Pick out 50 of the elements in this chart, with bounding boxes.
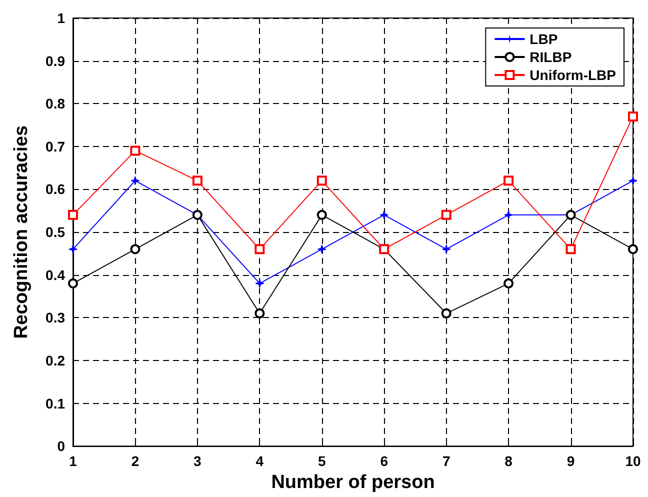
y-tick-label: 0.8 xyxy=(46,96,66,112)
x-tick-label: 9 xyxy=(566,453,575,470)
point xyxy=(130,146,140,156)
point xyxy=(504,278,514,288)
point xyxy=(130,176,140,186)
legend-label: Uniform-LBP xyxy=(530,67,616,83)
point xyxy=(442,244,451,254)
point xyxy=(254,244,265,254)
x-tick-label: 2 xyxy=(131,453,140,470)
point xyxy=(566,244,576,254)
legend-label: LBP xyxy=(530,31,558,47)
y-tick-label: 1 xyxy=(57,10,66,26)
legend-label: RILBP xyxy=(530,49,572,65)
point xyxy=(628,111,638,122)
x-tick-label: 3 xyxy=(194,453,202,470)
point xyxy=(317,244,326,254)
x-tick-label: 1 xyxy=(69,453,78,470)
x-tick-label: 6 xyxy=(380,453,388,470)
point xyxy=(130,244,140,254)
y-tick-label: 0.1 xyxy=(46,395,66,412)
point xyxy=(68,210,78,220)
point xyxy=(68,278,78,288)
point xyxy=(255,278,264,288)
x-axis-title: Number of person xyxy=(271,472,435,493)
point xyxy=(254,308,265,318)
x-tick-label: 10 xyxy=(625,453,641,470)
y-tick-label: 0.6 xyxy=(46,181,66,198)
y-tick-label: 0.9 xyxy=(46,52,66,69)
y-tick-label: 0.3 xyxy=(46,310,66,326)
y-tick-label: 0.4 xyxy=(46,266,66,283)
point xyxy=(68,244,78,254)
point xyxy=(192,176,202,186)
point xyxy=(504,176,514,186)
x-tick-label: 4 xyxy=(256,453,264,470)
point xyxy=(380,210,389,220)
y-tick-label: 0.2 xyxy=(46,352,66,368)
point xyxy=(628,244,638,254)
point xyxy=(441,308,452,318)
point xyxy=(316,210,327,220)
x-tick-label: 7 xyxy=(442,453,450,470)
point xyxy=(441,210,452,220)
point xyxy=(316,176,327,186)
point xyxy=(504,210,514,220)
y-tick-label: 0.7 xyxy=(46,138,66,154)
point xyxy=(628,176,638,186)
x-tick-label: 8 xyxy=(504,453,513,470)
y-axis-title: Recognition accuracies xyxy=(11,125,32,339)
x-tick-label: 5 xyxy=(318,453,326,470)
y-tick-label: 0 xyxy=(57,438,66,454)
y-tick-label: 0.5 xyxy=(46,224,66,240)
